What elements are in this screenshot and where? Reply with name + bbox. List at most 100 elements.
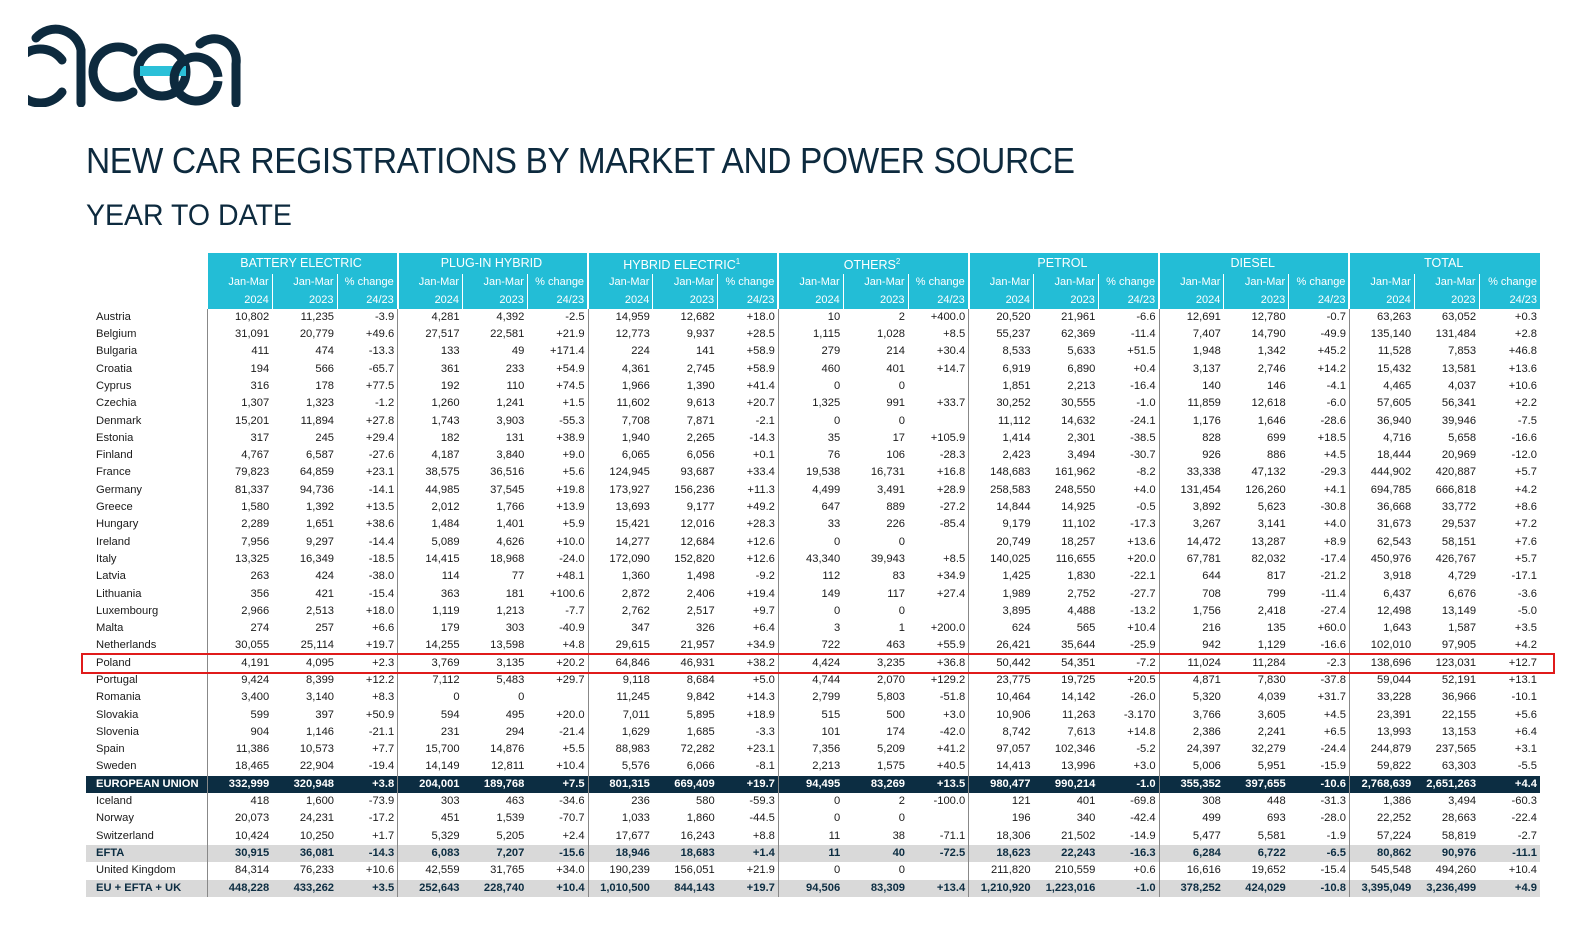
table-cell: -13.2 <box>1130 604 1156 617</box>
table-cell: -28.3 <box>939 449 966 462</box>
table-cell: +50.9 <box>365 708 395 721</box>
table-cell: +29.4 <box>365 431 395 444</box>
table-cell: 15,432 <box>1348 360 1415 378</box>
table-cell <box>908 862 969 879</box>
table-cell: 424,029 <box>1223 879 1289 897</box>
table-cell: 79,823 <box>235 466 270 479</box>
table-cell: -70.7 <box>559 812 585 825</box>
table-cell: -10.6 <box>1288 775 1350 794</box>
table-cell: +14.2 <box>1317 362 1346 375</box>
table-cell: 0 <box>397 689 463 707</box>
table-cell: +2.2 <box>1514 397 1537 410</box>
table-cell: 58,819 <box>1441 829 1477 842</box>
table-cell: +49.6 <box>365 328 395 341</box>
subheader-row1-2: % change <box>1097 274 1160 292</box>
table-cell: 174 <box>886 725 906 738</box>
table-cell: 3,892 <box>1158 499 1224 517</box>
table-cell: 3,141 <box>1257 518 1286 531</box>
table-cell: 7,708 <box>587 412 653 430</box>
table-header: BATTERY ELECTRIC PLUG-IN HYBRID HYBRID ELE… <box>86 253 1540 309</box>
table-cell: 20,749 <box>968 533 1034 551</box>
table-cell: 1,539 <box>496 812 525 825</box>
table-cell: +3.0 <box>943 708 966 721</box>
table-cell: -1.9 <box>1326 829 1346 842</box>
table-cell: 7,207 <box>462 844 528 863</box>
market-name: France <box>86 464 208 482</box>
table-cell: 2,517 <box>686 604 715 617</box>
table-cell: 9,842 <box>686 691 715 704</box>
table-cell: 216 <box>1158 620 1224 638</box>
table-cell: 123,031 <box>1435 656 1477 669</box>
table-cell: +41.2 <box>936 743 966 756</box>
table-cell: 10,464 <box>968 689 1034 707</box>
table-cell: 36,668 <box>1348 499 1415 517</box>
table-cell: 29,537 <box>1441 518 1477 531</box>
table-cell: 515 <box>777 706 844 724</box>
table-cell: 182 <box>397 429 463 448</box>
market-name: United Kingdom <box>86 862 208 880</box>
table-cell: +3.8 <box>337 775 398 794</box>
table-cell: 303 <box>397 793 463 811</box>
table-cell: 12,498 <box>1348 602 1415 621</box>
table-cell: 21,961 <box>1061 310 1096 323</box>
table-cell: 43,340 <box>777 550 844 569</box>
table-cell: +3.1 <box>1514 743 1537 756</box>
table-cell: 14,959 <box>587 308 653 327</box>
table-cell: 1,119 <box>397 602 463 621</box>
table-cell: 112 <box>777 568 844 586</box>
table-cell: 20,520 <box>968 308 1034 327</box>
table-cell: 5,089 <box>397 533 463 551</box>
table-cell: 2,241 <box>1257 725 1286 738</box>
table-cell: 36,940 <box>1348 412 1415 430</box>
table-cell: +7.7 <box>372 743 395 756</box>
table-cell: 2,301 <box>1067 431 1096 444</box>
table-cell: +18.5 <box>1317 431 1346 444</box>
table-row: Belgium 31,091 20,779 +49.6 27,517 22,581 +21.… <box>86 326 1540 344</box>
table-cell: +0.4 <box>1133 362 1156 375</box>
table-cell: 356 <box>250 587 270 600</box>
table-cell: -2.5 <box>565 310 585 323</box>
table-cell: 23,391 <box>1348 706 1415 724</box>
table-cell: 0 <box>777 810 844 828</box>
table-cell: 133 <box>397 343 463 361</box>
table-row: Hungary 2,289 1,651 +38.6 1,484 1,401 +5.9 15,4… <box>86 516 1540 534</box>
table-cell: -16.4 <box>1130 379 1156 392</box>
market-name: Lithuania <box>86 585 208 603</box>
table-cell: +29.7 <box>556 673 585 686</box>
table-cell: +12.2 <box>365 673 395 686</box>
table-cell: 10,802 <box>235 310 270 323</box>
table-cell: 644 <box>1158 568 1224 586</box>
table-cell: 495 <box>505 708 525 721</box>
table-row: Slovakia 599 397 +50.9 594 495 +20.0 7,011 5,895… <box>86 706 1540 724</box>
table-cell: -6.5 <box>1288 844 1350 863</box>
table-cell: 214 <box>886 345 906 358</box>
table-cell: 59,044 <box>1348 671 1415 690</box>
table-cell: 4,039 <box>1257 691 1286 704</box>
table-cell: +8.5 <box>943 328 966 341</box>
table-cell: 83 <box>892 570 906 583</box>
table-cell: 1,498 <box>686 570 715 583</box>
table-row: Spain 11,386 10,573 +7.7 15,700 14,876 +5.5 88,… <box>86 741 1540 759</box>
table-cell: 545,548 <box>1348 862 1415 880</box>
market-name: Poland <box>86 654 208 672</box>
table-cell: -3.3 <box>755 725 775 738</box>
table-cell: 140 <box>1158 377 1224 396</box>
table-cell: 566 <box>315 362 335 375</box>
subheader-row2-0: 2024 <box>1348 291 1415 309</box>
table-cell: 426,767 <box>1435 552 1477 565</box>
table-cell: 58,151 <box>1441 535 1477 548</box>
table-cell <box>908 413 969 430</box>
table-cell: -6.0 <box>1326 397 1346 410</box>
table-cell: 18,465 <box>235 760 270 773</box>
table-cell: 401 <box>886 362 906 375</box>
table-cell: +20.2 <box>556 656 585 669</box>
table-cell: +16.8 <box>936 466 966 479</box>
market-name: Greece <box>86 499 208 517</box>
table-cell: 666,818 <box>1435 483 1477 496</box>
table-cell: 21,502 <box>1061 829 1096 842</box>
table-cell: 3,137 <box>1158 360 1224 378</box>
table-cell: 106 <box>886 449 906 462</box>
table-cell: +19.7 <box>717 879 779 897</box>
table-row: Portugal 9,424 8,399 +12.2 7,112 5,483 +29.7 9,… <box>86 671 1540 690</box>
table-cell: -24.4 <box>1320 743 1346 756</box>
